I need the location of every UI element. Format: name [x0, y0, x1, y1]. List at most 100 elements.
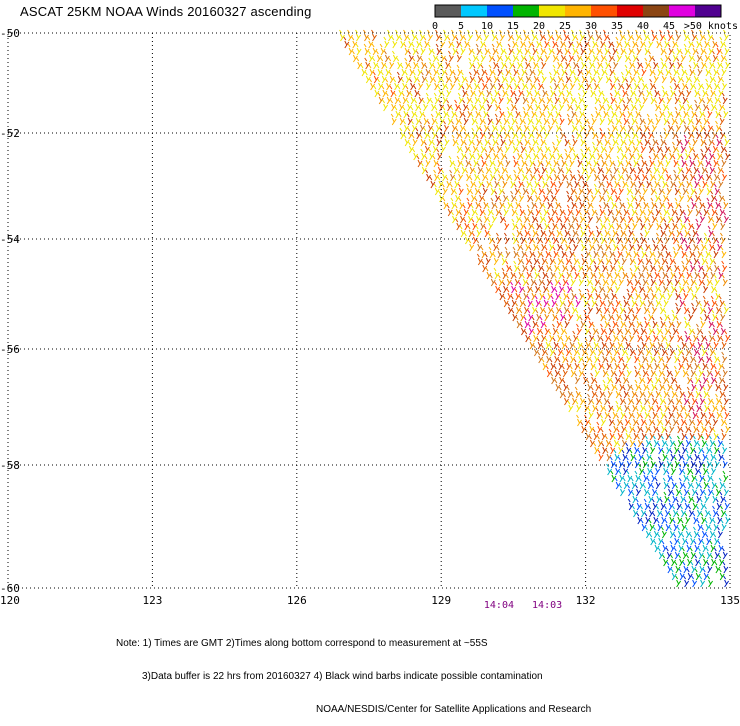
wind-barb [709, 267, 716, 280]
wind-barb [634, 379, 641, 392]
wind-barb [622, 477, 629, 490]
wind-barb [396, 57, 403, 70]
wind-barb [534, 190, 541, 203]
wind-barb [708, 435, 715, 448]
wind-barb [569, 365, 576, 378]
wind-barb [646, 477, 653, 490]
wind-barb [667, 316, 674, 329]
wind-barb [708, 239, 715, 252]
wind-barb [558, 386, 565, 399]
wind-barb [713, 92, 720, 105]
wind-barb [722, 561, 729, 574]
wind-barb [624, 428, 631, 441]
wind-barb [696, 505, 702, 518]
wind-barb [523, 302, 529, 315]
wind-barb [591, 36, 598, 49]
wind-barb [700, 57, 707, 70]
wind-barb [554, 197, 561, 210]
wind-barb [646, 113, 653, 126]
wind-barb [501, 267, 508, 280]
wind-barb [562, 379, 569, 392]
wind-barb [556, 148, 563, 161]
wind-barb [704, 428, 711, 441]
wind-barb [658, 197, 665, 210]
wind-barb [620, 239, 627, 252]
wind-barb [513, 92, 520, 105]
wind-barb [628, 330, 635, 343]
wind-barb [671, 218, 678, 231]
wind-barb [565, 85, 572, 98]
wind-barb [612, 253, 619, 266]
wind-barb [634, 470, 641, 483]
wind-barb [614, 477, 621, 490]
wind-barb [559, 36, 566, 49]
wind-barb [593, 92, 600, 105]
wind-barb [500, 71, 507, 84]
wind-barb [411, 120, 417, 133]
wind-barb [539, 316, 546, 329]
wind-barb [551, 218, 558, 231]
wind-barb [563, 393, 569, 406]
wind-barb [695, 36, 702, 49]
wind-barb [487, 127, 494, 140]
wind-barb [649, 183, 656, 196]
wind-barb [383, 36, 390, 49]
wind-barb [666, 379, 673, 392]
wind-barb [659, 316, 666, 329]
wind-barb [632, 155, 639, 168]
wind-barb [537, 169, 544, 182]
wind-barb [634, 197, 641, 210]
wind-barb [641, 456, 648, 469]
wind-barb [518, 204, 525, 217]
wind-barb [427, 29, 433, 42]
wind-barb [691, 302, 697, 315]
wind-barb [539, 134, 546, 147]
wind-barb [565, 358, 572, 371]
wind-barb [635, 302, 641, 315]
wind-barb [657, 260, 664, 273]
wind-barb [607, 127, 614, 140]
wind-barb [712, 337, 719, 350]
wind-barb [713, 442, 720, 455]
wind-barb [683, 484, 689, 497]
wind-barb [665, 351, 672, 364]
wind-barb [582, 99, 589, 112]
wind-barb [665, 274, 672, 287]
wind-barb [557, 85, 564, 98]
wind-barb [714, 379, 721, 392]
legend-tick-label: 15 [507, 21, 519, 32]
wind-barb [667, 225, 674, 238]
wind-barb [501, 176, 508, 189]
wind-barb [462, 204, 469, 217]
wind-barb [700, 435, 707, 448]
wind-barb [626, 379, 633, 392]
wind-barb [524, 330, 531, 343]
wind-barb [560, 337, 567, 350]
legend-swatch [669, 5, 695, 17]
wind-barb [694, 295, 701, 308]
wind-barb [700, 148, 707, 161]
wind-barb [697, 260, 704, 273]
wind-barb [633, 351, 640, 364]
wind-barb [561, 274, 568, 287]
wind-barb [416, 64, 423, 77]
wind-barb [343, 36, 350, 49]
wind-barb [610, 197, 617, 210]
wind-barb [657, 351, 664, 364]
wind-barb [705, 78, 712, 91]
wind-barb [506, 106, 513, 119]
wind-barb [438, 99, 445, 112]
wind-barb [595, 43, 602, 56]
wind-barb [691, 575, 698, 588]
wind-barb [473, 78, 480, 91]
wind-barb [668, 71, 675, 84]
wind-barb [463, 141, 470, 154]
wind-barb [713, 169, 720, 182]
wind-barb [631, 309, 638, 322]
wind-barb [625, 365, 632, 378]
wind-barb [591, 400, 598, 413]
wind-barb [566, 295, 573, 308]
wind-barb [641, 78, 648, 91]
wind-barb [590, 190, 597, 203]
wind-barb [628, 344, 635, 357]
